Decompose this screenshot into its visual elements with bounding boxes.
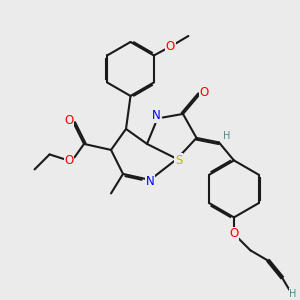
Text: O: O: [64, 114, 74, 127]
Text: O: O: [199, 86, 208, 100]
Text: N: N: [146, 175, 154, 188]
Text: H: H: [289, 289, 297, 298]
Text: O: O: [166, 40, 175, 53]
Text: H: H: [224, 131, 231, 141]
Text: N: N: [152, 109, 160, 122]
Text: S: S: [175, 154, 182, 167]
Text: O: O: [229, 227, 239, 240]
Text: O: O: [64, 154, 74, 167]
